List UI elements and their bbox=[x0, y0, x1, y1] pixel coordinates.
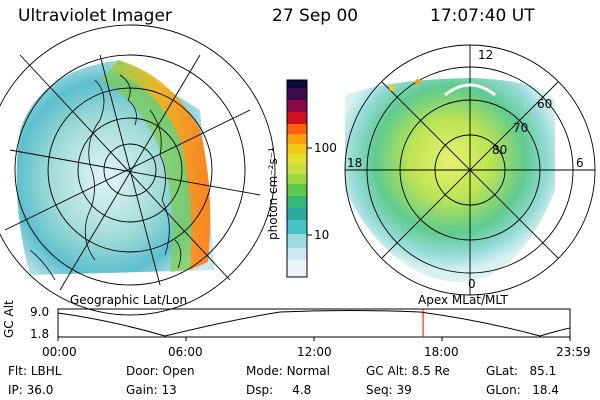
status-dsp: Dsp: 4.8 bbox=[246, 383, 312, 397]
status-seq: Seq: 39 bbox=[366, 383, 412, 397]
status-ip: IP: 36.0 bbox=[8, 383, 54, 397]
left-coastlines bbox=[29, 74, 182, 281]
mlat-label-70: 70 bbox=[513, 121, 529, 135]
colorbar-tick-100: 100 bbox=[314, 141, 337, 155]
mlt-label-0: 0 bbox=[468, 277, 476, 291]
right-yellow-spot bbox=[389, 85, 395, 91]
right-panel-label: Apex MLat/MLT bbox=[418, 293, 508, 307]
colorbar-unit-label: photon cm⁻²s⁻¹ bbox=[266, 147, 280, 240]
left-auroral-band bbox=[110, 60, 211, 270]
status-glat: GLat: 85.1 bbox=[486, 364, 557, 378]
timeline-x-tick: 06:00 bbox=[168, 345, 203, 359]
header-time: 17:07:40 UT bbox=[430, 6, 535, 26]
right-dayside-arc bbox=[444, 83, 496, 97]
colorbar-tick-10: 10 bbox=[314, 228, 330, 242]
altitude-curve bbox=[57, 310, 571, 337]
timeline-y-tick-bottom: 1.8 bbox=[30, 327, 50, 341]
status-gc-alt: GC Alt: 8.5 Re bbox=[366, 364, 450, 378]
status-mode: Mode: Normal bbox=[246, 364, 330, 378]
mlat-label-60: 60 bbox=[537, 97, 553, 111]
left-panel-label: Geographic Lat/Lon bbox=[70, 293, 188, 307]
left-green-fringe bbox=[100, 70, 192, 272]
status-gain: Gain: 13 bbox=[126, 383, 177, 397]
mlt-label-18: 18 bbox=[347, 156, 363, 170]
mlt-label-12: 12 bbox=[478, 48, 494, 62]
status-door: Door: Open bbox=[126, 364, 195, 378]
mlat-label-80: 80 bbox=[492, 143, 508, 157]
instrument-title: Ultraviolet Imager bbox=[18, 6, 172, 26]
timeline-y-axis-label: GC Alt bbox=[2, 300, 16, 338]
status-glon: GLon: 18.4 bbox=[486, 383, 559, 397]
mlt-label-6: 6 bbox=[576, 156, 584, 170]
altitude-timeline-plot bbox=[57, 308, 571, 341]
right-mlat-grid bbox=[344, 44, 596, 296]
colorbar bbox=[286, 79, 312, 278]
status-flt: Flt: LBHL bbox=[8, 364, 62, 378]
timeline-x-tick: 18:00 bbox=[424, 345, 459, 359]
right-auroral-disc bbox=[345, 78, 555, 282]
timeline-x-tick: 00:00 bbox=[42, 345, 77, 359]
timeline-x-tick: 12:00 bbox=[297, 345, 332, 359]
header-date: 27 Sep 00 bbox=[272, 6, 359, 26]
left-lat-grid bbox=[0, 24, 276, 316]
right-yellow-spot bbox=[415, 79, 421, 85]
timeline-x-tick: 23:59 bbox=[556, 345, 591, 359]
timeline-y-tick-top: 9.0 bbox=[30, 305, 50, 319]
